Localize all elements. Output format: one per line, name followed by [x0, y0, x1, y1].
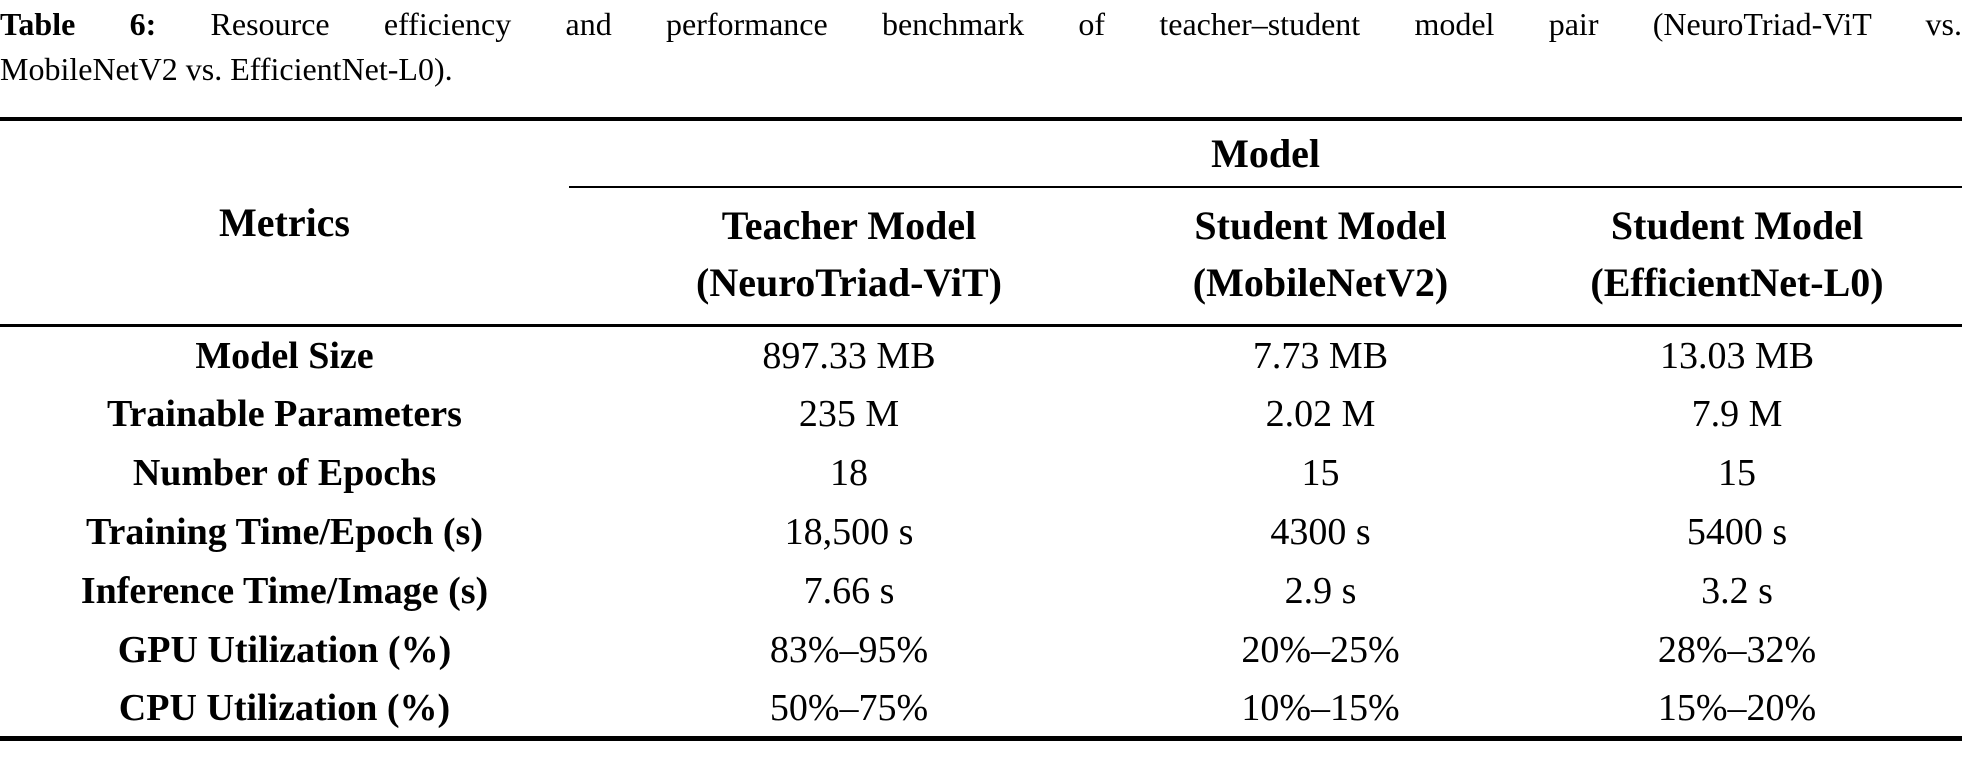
- metric-value: 13.03 MB: [1659, 334, 1815, 377]
- metric-value: 50%–75%: [769, 686, 929, 729]
- table-row-number-of-epochs: Number of Epochs 18 15 15: [0, 444, 1962, 503]
- column-header-student-mobilenetv2: Student Model (MobileNetV2): [1129, 187, 1512, 327]
- metric-value: 10%–15%: [1241, 686, 1400, 729]
- metric-value: 235 M: [798, 393, 900, 435]
- metrics-column-header: Metrics: [0, 119, 569, 327]
- column-header-model: (MobileNetV2): [1192, 260, 1449, 305]
- column-header-model: (NeuroTriad-ViT): [696, 260, 1002, 305]
- table-caption-line-2: MobileNetV2 vs. EfficientNet-L0).: [0, 51, 453, 87]
- metric-value: 15: [1718, 452, 1757, 494]
- metric-value: 5400 s: [1686, 511, 1788, 553]
- table-row-inference-time-per-image: Inference Time/Image (s) 7.66 s 2.9 s 3.…: [0, 562, 1962, 621]
- column-header-model: (EfficientNet-L0): [1590, 260, 1884, 305]
- group-header-row: Metrics Model: [0, 119, 1962, 327]
- column-header-teacher-neurotriad-vit: Teacher Model (NeuroTriad-ViT): [569, 187, 1129, 327]
- metric-value: 18,500 s: [784, 511, 914, 553]
- metric-label: Model Size: [195, 334, 374, 377]
- column-header-role: Student Model: [1610, 203, 1864, 248]
- metric-value: 15: [1301, 452, 1340, 494]
- metric-label: Training Time/Epoch (s): [86, 511, 483, 553]
- table-row-gpu-utilization: GPU Utilization (%) 83%–95% 20%–25% 28%–…: [0, 621, 1962, 680]
- table-row-training-time-per-epoch: Training Time/Epoch (s) 18,500 s 4300 s …: [0, 503, 1962, 562]
- metric-value: 15%–20%: [1657, 686, 1817, 729]
- metric-value: 7.9 M: [1691, 393, 1783, 435]
- metric-value: 7.66 s: [803, 570, 895, 612]
- metric-value: 18: [830, 452, 868, 494]
- metric-value: 2.9 s: [1284, 570, 1357, 612]
- metric-label: Number of Epochs: [132, 452, 437, 494]
- metric-label: GPU Utilization (%): [117, 629, 452, 671]
- table-row-cpu-utilization: CPU Utilization (%) 50%–75% 10%–15% 15%–…: [0, 680, 1962, 739]
- metric-value: 20%–25%: [1241, 629, 1400, 671]
- metric-value: 7.73 MB: [1252, 334, 1389, 377]
- column-header-student-efficientnet-l0: Student Model (EfficientNet-L0): [1512, 187, 1962, 327]
- metric-value: 28%–32%: [1657, 629, 1817, 671]
- metric-value: 3.2 s: [1701, 570, 1773, 612]
- column-header-row: Teacher Model (NeuroTriad-ViT) Student M…: [0, 187, 1962, 327]
- metric-value: 2.02 M: [1265, 393, 1376, 435]
- metric-value: 4300 s: [1270, 511, 1371, 553]
- benchmark-table: Metrics Model Teacher Model (NeuroTriad-…: [0, 117, 1962, 741]
- table-caption-line-1: Table 6: Resource efficiency and perform…: [0, 2, 1962, 47]
- metric-label: CPU Utilization (%): [118, 686, 451, 729]
- model-group-header: Model: [569, 119, 1962, 188]
- column-header-role: Student Model: [1194, 203, 1447, 248]
- column-header-role: Teacher Model: [721, 203, 977, 248]
- metric-value: 83%–95%: [769, 629, 929, 671]
- metric-label: Inference Time/Image (s): [80, 570, 489, 612]
- table-row-trainable-parameters: Trainable Parameters 235 M 2.02 M 7.9 M: [0, 385, 1962, 444]
- table-caption-text: Resource efficiency and performance benc…: [210, 6, 1962, 42]
- table-caption-label: Table 6:: [0, 6, 157, 42]
- table-row-model-size: Model Size 897.33 MB 7.73 MB 13.03 MB: [0, 326, 1962, 385]
- table-caption: Table 6: Resource efficiency and perform…: [0, 0, 1962, 92]
- metric-value: 897.33 MB: [762, 334, 936, 377]
- metric-label: Trainable Parameters: [107, 393, 462, 435]
